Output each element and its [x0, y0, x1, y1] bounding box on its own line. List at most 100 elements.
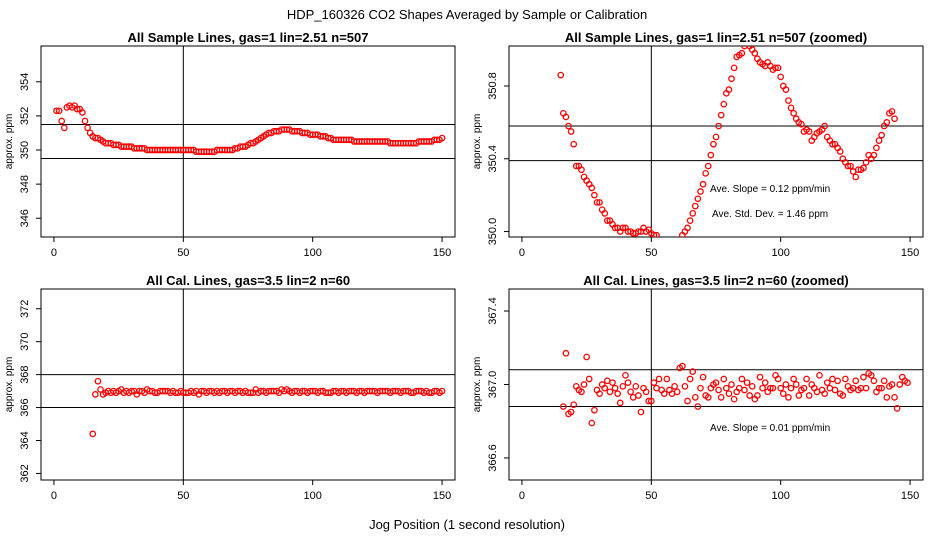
data-point — [720, 100, 728, 108]
y-tick-label: 352 — [19, 107, 31, 125]
data-point — [79, 109, 86, 116]
data-point — [565, 122, 572, 130]
data-point — [782, 381, 790, 388]
chart-panel-2: All Sample Lines, gas=1 lin=2.51 n=507 (… — [472, 30, 924, 259]
stats-annotation: Ave. Slope = 0.12 ppm/min — [710, 184, 830, 195]
data-point — [702, 169, 710, 177]
x-tick-label: 0 — [51, 247, 57, 259]
data-point — [619, 224, 627, 232]
data-point — [725, 86, 733, 94]
data-point — [438, 134, 446, 142]
data-point — [557, 71, 565, 79]
data-point — [91, 391, 99, 398]
data-point — [842, 375, 849, 383]
data-point — [712, 133, 720, 141]
data-point — [787, 384, 795, 392]
data-point — [704, 394, 712, 401]
data-point — [728, 381, 735, 388]
data-point — [816, 371, 823, 379]
data-point — [619, 382, 627, 390]
y-tick-label: 368 — [19, 365, 31, 383]
data-point — [730, 64, 738, 72]
data-point — [578, 388, 585, 396]
data-point — [878, 384, 885, 392]
data-point — [860, 164, 867, 172]
data-point — [852, 173, 860, 181]
x-tick-label: 0 — [519, 247, 525, 259]
data-point — [860, 373, 867, 381]
chart-panel-3: All Cal. Lines, gas=3.5 lin=2 n=60 0 50 100… — [4, 273, 456, 502]
y-tick-label: 354 — [19, 73, 31, 91]
chart-panel-4: All Cal. Lines, gas=3.5 lin=2 n=60 (zoom… — [472, 273, 924, 502]
data-point — [782, 86, 790, 94]
x-tick-label: 150 — [901, 490, 919, 502]
data-point — [831, 386, 839, 394]
data-point — [650, 231, 658, 237]
data-point — [60, 124, 68, 132]
data-point — [766, 384, 774, 392]
data-point — [704, 162, 712, 170]
data-point — [611, 384, 619, 392]
data-point — [637, 408, 645, 416]
y-tick-label: 370 — [19, 333, 31, 351]
data-point — [686, 217, 694, 224]
data-point — [570, 140, 578, 148]
data-point — [875, 384, 883, 392]
data-point — [694, 195, 702, 203]
data-point — [601, 384, 609, 392]
data-point — [761, 379, 769, 387]
x-tick-label: 50 — [177, 490, 189, 502]
y-tick-label: 348 — [19, 175, 31, 193]
data-point — [583, 353, 590, 361]
data-point — [883, 119, 891, 126]
data-point — [591, 191, 598, 199]
data-point — [896, 381, 904, 388]
data-point — [785, 97, 792, 104]
data-point — [769, 384, 777, 392]
data-point — [596, 390, 603, 398]
x-tick-label: 100 — [772, 490, 790, 502]
data-point — [715, 122, 722, 130]
x-tick-label: 0 — [51, 490, 57, 502]
data-point — [697, 384, 704, 392]
x-tick-label: 100 — [304, 490, 322, 502]
data-point — [647, 397, 655, 405]
data-point — [653, 231, 660, 237]
data-point — [862, 159, 870, 166]
panel-title: All Cal. Lines, gas=3.5 lin=2 n=60 — [146, 273, 350, 288]
data-point — [650, 379, 658, 387]
data-point — [84, 124, 91, 132]
data-point — [800, 384, 808, 392]
data-point — [725, 390, 733, 398]
data-point — [97, 386, 104, 393]
data-series — [89, 377, 446, 438]
data-point — [635, 392, 642, 399]
y-tick-label: 364 — [19, 431, 31, 449]
data-point — [787, 104, 795, 112]
data-point — [691, 394, 699, 401]
data-point — [756, 373, 764, 381]
data-point — [53, 107, 60, 115]
plot-frame — [40, 45, 456, 238]
data-point — [777, 384, 785, 392]
data-point — [611, 224, 619, 232]
stats-annotation: Ave. Std. Dev. = 1.46 ppm — [712, 209, 828, 220]
chart-panels: All Sample Lines, gas=1 lin=2.51 n=507 0 5… — [4, 30, 924, 502]
x-tick-label: 50 — [645, 490, 657, 502]
data-point — [606, 388, 614, 396]
y-tick-label: 366.6 — [487, 444, 499, 472]
data-point — [689, 210, 697, 217]
data-point — [73, 105, 81, 113]
data-point — [720, 375, 728, 383]
data-point — [580, 381, 588, 388]
data-point — [891, 394, 898, 401]
y-tick-label: 350.4 — [487, 145, 499, 173]
data-point — [738, 49, 746, 57]
data-point — [572, 162, 580, 170]
data-point — [247, 389, 254, 397]
data-point — [777, 73, 785, 81]
y-tick-label: 350.8 — [487, 72, 499, 100]
data-point — [699, 373, 707, 381]
data-point — [792, 381, 800, 388]
